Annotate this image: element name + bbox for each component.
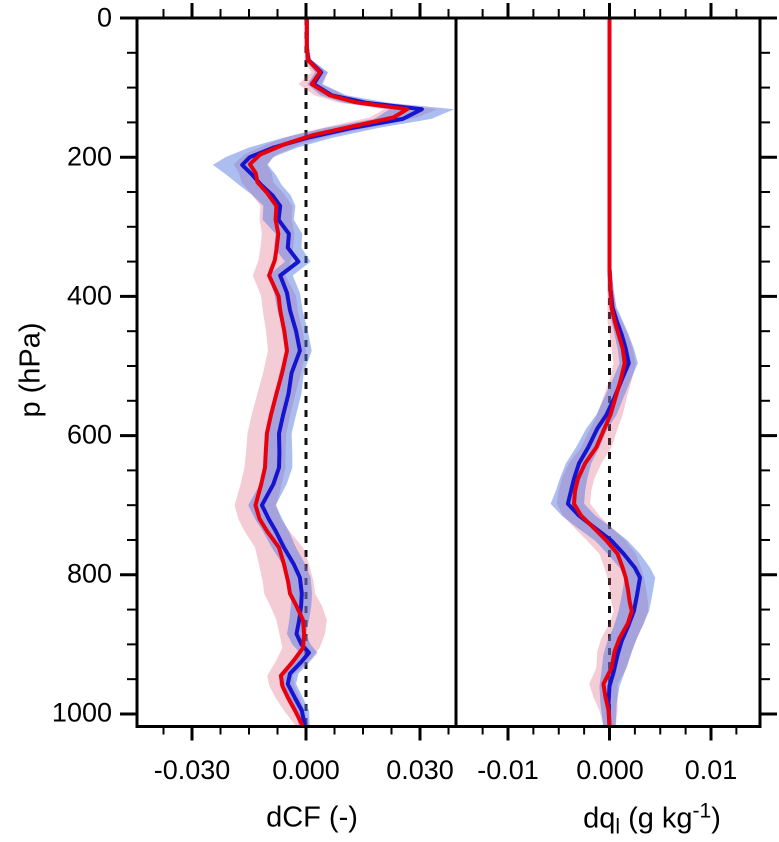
dcf-tick-label-pos: 0.030 (386, 755, 454, 785)
dql-axis-title-superscript: -1 (692, 799, 712, 823)
y-tick-label-1000: 1000 (51, 697, 112, 728)
dql-axis-title-units: (g kg (620, 802, 693, 835)
y-axis-title: p (hPa) (14, 322, 47, 418)
dql-tick-label-zero: 0.000 (576, 755, 644, 785)
dql-axis-title: dql (g kg-1) (583, 801, 721, 838)
dql-axis-title-prefix: dq (583, 802, 616, 835)
y-tick-label-800: 800 (66, 558, 112, 589)
y-tick-label-0: 0 (96, 2, 112, 33)
y-tick-label-600: 600 (66, 419, 112, 450)
dql-tick-label-pos: 0.01 (684, 755, 738, 785)
dql-axis-title-close: ) (711, 802, 721, 835)
dql-tick-label-neg: -0.01 (477, 755, 539, 785)
dcf-axis-title: dCF (-) (266, 801, 358, 834)
y-tick-label-400: 400 (66, 280, 112, 311)
y-tick-label-200: 200 (66, 141, 112, 172)
dql-axis-title-subscript: l (615, 815, 621, 839)
dcf-tick-label-zero: 0.000 (272, 755, 340, 785)
dcf-tick-label-neg: -0.030 (153, 755, 231, 785)
